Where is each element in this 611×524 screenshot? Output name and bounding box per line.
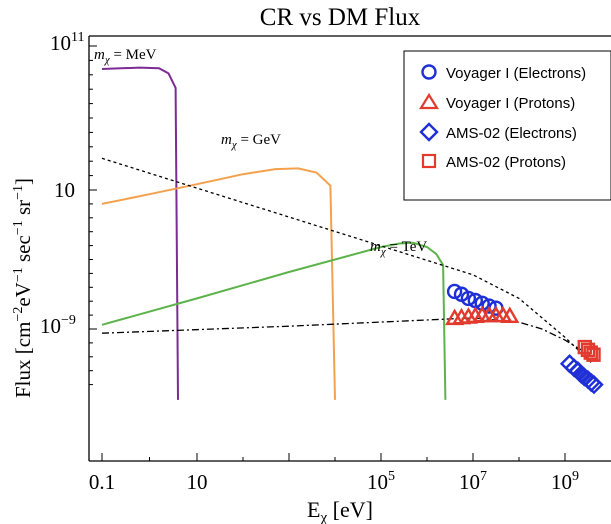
y-tick-label-2: 10−9 xyxy=(40,313,76,338)
legend-item-voyager-protons: Voyager I (Protons) xyxy=(419,92,575,112)
cr-model-curve-4 xyxy=(101,317,593,358)
data-point-circle xyxy=(446,283,463,300)
data-point-circle xyxy=(481,298,497,314)
annotation-tev: mχ = TeV xyxy=(370,239,427,258)
dm-flux-curve-1 xyxy=(101,167,336,400)
legend-label-voyager-protons: Voyager I (Protons) xyxy=(446,95,575,112)
x-tick-label-1: 10 xyxy=(187,470,208,494)
cr-model-curve-3 xyxy=(101,157,594,365)
legend-label-ams-protons: AMS-02 (Protons) xyxy=(446,154,566,171)
legend-label-ams-electrons: AMS-02 (Electrons) xyxy=(446,125,577,142)
data-point-triangle xyxy=(500,306,520,323)
legend-marker-square xyxy=(421,153,437,169)
y-tick-label-0: 1011 xyxy=(50,30,84,55)
legend-item-ams-electrons: AMS-02 (Electrons) xyxy=(419,122,577,142)
legend-marker-diamond xyxy=(419,122,439,142)
data-point-circle xyxy=(460,290,477,307)
data-point-square xyxy=(583,345,598,360)
x-tick-label-0: 0.1 xyxy=(89,470,115,494)
plot-frame xyxy=(88,35,611,462)
legend-item-ams-protons: AMS-02 (Protons) xyxy=(421,153,566,171)
legend-box xyxy=(403,50,611,201)
chart-title: CR vs DM Flux xyxy=(260,4,421,31)
data-point-diamond xyxy=(584,374,604,395)
legend-label-voyager-electrons: Voyager I (Electrons) xyxy=(446,65,586,82)
dm-flux-curve-0 xyxy=(101,66,179,400)
x-tick-labels: 0.1 10 105 107 109 xyxy=(89,469,579,494)
series-layer xyxy=(101,66,604,400)
y-tick-label-1: 10 xyxy=(54,178,75,202)
dm-flux-curve-2 xyxy=(101,241,447,400)
x-axis-label: Eχ [eV] xyxy=(307,497,373,524)
y-tick-labels: 1011 10 10−9 xyxy=(40,30,84,338)
annotation-mev: mχ = MeV xyxy=(94,47,157,66)
legend-marker-triangle xyxy=(419,92,439,110)
axis-ticks xyxy=(89,45,566,461)
curve-annotations: mχ = MeV mχ = GeV mχ = TeV xyxy=(94,47,427,258)
legend-item-voyager-electrons: Voyager I (Electrons) xyxy=(421,64,586,82)
data-point-square xyxy=(586,347,601,362)
x-tick-label-2: 105 xyxy=(367,469,395,494)
legend: Voyager I (Electrons) Voyager I (Protons… xyxy=(403,50,611,201)
legend-marker-circle xyxy=(421,64,437,80)
y-axis-label: Flux [cm−2eV−1 sec−1 sr−1] xyxy=(11,178,35,398)
annotation-gev: mχ = GeV xyxy=(221,132,281,151)
x-tick-label-4: 109 xyxy=(551,469,579,494)
x-tick-label-3: 107 xyxy=(459,469,487,494)
